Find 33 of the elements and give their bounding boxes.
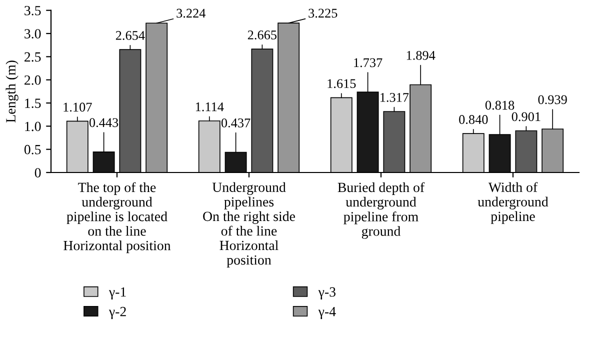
data-label: 0.443 xyxy=(89,118,118,128)
data-label: 2.665 xyxy=(248,30,277,40)
data-label: 1.114 xyxy=(196,102,224,112)
x-tick-label: Buried depth of underground pipeline from ground xyxy=(338,182,425,239)
y-axis-title: Length (m) xyxy=(6,60,18,122)
data-label: 0.939 xyxy=(538,95,567,104)
legend-label: γ-3 xyxy=(318,287,336,300)
legend-label: γ-4 xyxy=(318,306,336,320)
x-tick-label: Underground pipelines On the right side of the line Horizontal position xyxy=(203,182,295,268)
data-label: 1.894 xyxy=(406,50,436,60)
data-label: 0.818 xyxy=(485,100,514,110)
y-tick-label: 0.5 xyxy=(24,144,41,154)
y-tick-label: 3.5 xyxy=(24,6,41,16)
data-label: 0.840 xyxy=(459,115,488,124)
data-label: 3.224 xyxy=(176,8,206,18)
data-label: 2.654 xyxy=(116,31,145,40)
y-tick-label: 2.0 xyxy=(24,75,41,85)
x-tick-label: The top of the underground pipeline is located on the line Horizontal position xyxy=(64,182,171,254)
legend-label: γ-1 xyxy=(108,287,126,300)
data-label: 1.107 xyxy=(64,102,92,112)
data-label: 0.901 xyxy=(512,112,540,122)
y-tick-label: 3.0 xyxy=(24,29,41,39)
data-label: 1.615 xyxy=(328,79,356,88)
data-label: 1.317 xyxy=(380,92,409,102)
data-label: 3.225 xyxy=(308,8,338,18)
y-tick-label: 2.5 xyxy=(24,52,41,62)
data-label: 1.737 xyxy=(354,58,382,68)
data-label: 0.437 xyxy=(221,118,250,128)
y-tick-label: 1.0 xyxy=(25,122,41,132)
legend-label: γ-2 xyxy=(108,306,126,320)
y-tick-label: 1.5 xyxy=(25,98,41,108)
y-tick-label: 0 xyxy=(34,168,41,178)
x-tick-label: Width of underground pipeline xyxy=(478,182,548,224)
